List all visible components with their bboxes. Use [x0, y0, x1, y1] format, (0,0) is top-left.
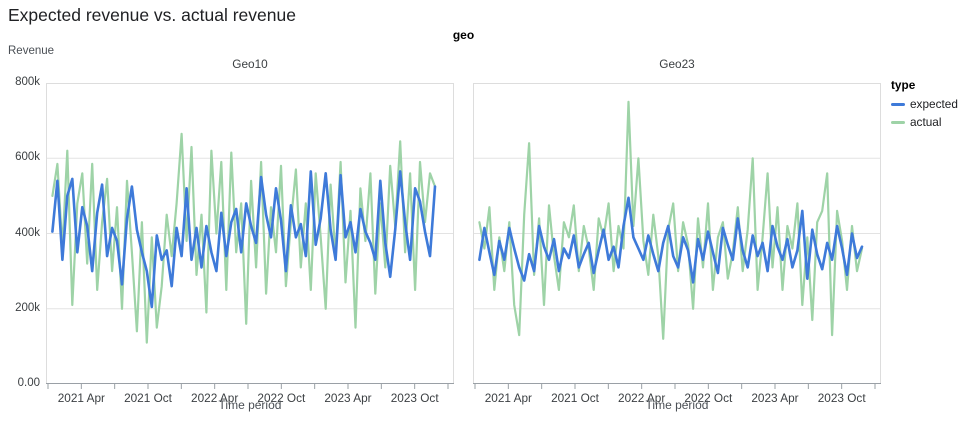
svg-text:2021 Apr: 2021 Apr — [485, 391, 532, 405]
svg-text:2022 Oct: 2022 Oct — [684, 391, 733, 405]
svg-text:2022 Apr: 2022 Apr — [191, 391, 238, 405]
legend-item-expected: expected — [891, 97, 958, 111]
legend-item-actual: actual — [891, 115, 958, 129]
line-plot-geo23: 2021 Apr 2021 Oct 2022 Apr 2022 Oct 2023 Apr… — [473, 83, 881, 405]
svg-text:2021 Oct: 2021 Oct — [551, 391, 600, 405]
svg-text:2022 Apr: 2022 Apr — [618, 391, 665, 405]
x-axis-title-left: Time period — [218, 398, 282, 412]
facet-title-geo10: Geo10 — [232, 57, 268, 71]
chart-title: Expected revenue vs. actual revenue — [8, 5, 296, 25]
svg-text:2021 Apr: 2021 Apr — [58, 391, 105, 405]
facet-panel-geo10: 2021 Apr 2021 Oct 2022 Apr 2022 Oct 2023 Apr… — [46, 83, 454, 405]
legend: type expected actual — [891, 78, 958, 133]
svg-text:2023 Oct: 2023 Oct — [818, 391, 867, 405]
svg-text:2023 Oct: 2023 Oct — [391, 391, 440, 405]
actual-line-swatch-icon — [891, 120, 905, 124]
svg-text:2023 Apr: 2023 Apr — [751, 391, 798, 405]
facet-panel-geo23: 2021 Apr 2021 Oct 2022 Apr 2022 Oct 2023 Apr… — [473, 83, 881, 405]
line-plot-geo10: 2021 Apr 2021 Oct 2022 Apr 2022 Oct 2023 Apr… — [46, 83, 454, 405]
facet-field-header: geo — [452, 28, 475, 42]
legend-title: type — [891, 78, 916, 92]
expected-line-swatch-icon — [891, 102, 905, 106]
y-axis-title: Revenue — [8, 45, 55, 57]
svg-text:2023 Apr: 2023 Apr — [324, 391, 371, 405]
facet-title-geo23: Geo23 — [659, 57, 695, 71]
y-axis-tick-labels: 0.00 200k 400k 600k 800k — [15, 76, 40, 389]
svg-text:2022 Oct: 2022 Oct — [257, 391, 306, 405]
svg-text:2021 Oct: 2021 Oct — [124, 391, 173, 405]
x-axis-title-right: Time period — [645, 398, 709, 412]
